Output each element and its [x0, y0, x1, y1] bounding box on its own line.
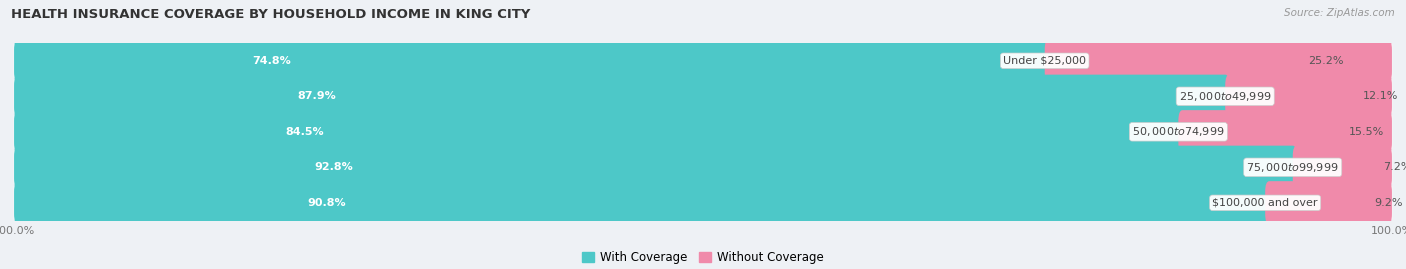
- Text: Source: ZipAtlas.com: Source: ZipAtlas.com: [1284, 8, 1395, 18]
- FancyBboxPatch shape: [14, 150, 1392, 184]
- Text: 92.8%: 92.8%: [315, 162, 353, 172]
- Text: 87.9%: 87.9%: [298, 91, 336, 101]
- FancyBboxPatch shape: [14, 181, 1270, 225]
- Text: $25,000 to $49,999: $25,000 to $49,999: [1180, 90, 1271, 103]
- Text: 74.8%: 74.8%: [252, 56, 291, 66]
- Text: 84.5%: 84.5%: [285, 127, 325, 137]
- Text: $100,000 and over: $100,000 and over: [1212, 198, 1317, 208]
- FancyBboxPatch shape: [14, 44, 1392, 78]
- Text: HEALTH INSURANCE COVERAGE BY HOUSEHOLD INCOME IN KING CITY: HEALTH INSURANCE COVERAGE BY HOUSEHOLD I…: [11, 8, 530, 21]
- FancyBboxPatch shape: [14, 115, 1392, 149]
- Text: 25.2%: 25.2%: [1309, 56, 1344, 66]
- FancyBboxPatch shape: [1265, 181, 1392, 225]
- FancyBboxPatch shape: [14, 186, 1392, 220]
- FancyBboxPatch shape: [14, 79, 1392, 113]
- Text: 90.8%: 90.8%: [308, 198, 346, 208]
- FancyBboxPatch shape: [14, 146, 1296, 189]
- FancyBboxPatch shape: [1292, 146, 1392, 189]
- Text: 9.2%: 9.2%: [1375, 198, 1403, 208]
- FancyBboxPatch shape: [1225, 75, 1392, 118]
- FancyBboxPatch shape: [14, 39, 1049, 83]
- Text: $50,000 to $74,999: $50,000 to $74,999: [1132, 125, 1225, 138]
- FancyBboxPatch shape: [1045, 39, 1392, 83]
- Text: Under $25,000: Under $25,000: [1004, 56, 1087, 66]
- FancyBboxPatch shape: [1178, 110, 1392, 154]
- FancyBboxPatch shape: [14, 110, 1182, 154]
- Text: $75,000 to $99,999: $75,000 to $99,999: [1247, 161, 1339, 174]
- Text: 15.5%: 15.5%: [1348, 127, 1384, 137]
- Text: 12.1%: 12.1%: [1362, 91, 1398, 101]
- FancyBboxPatch shape: [14, 75, 1229, 118]
- Legend: With Coverage, Without Coverage: With Coverage, Without Coverage: [582, 252, 824, 264]
- Text: 7.2%: 7.2%: [1384, 162, 1406, 172]
